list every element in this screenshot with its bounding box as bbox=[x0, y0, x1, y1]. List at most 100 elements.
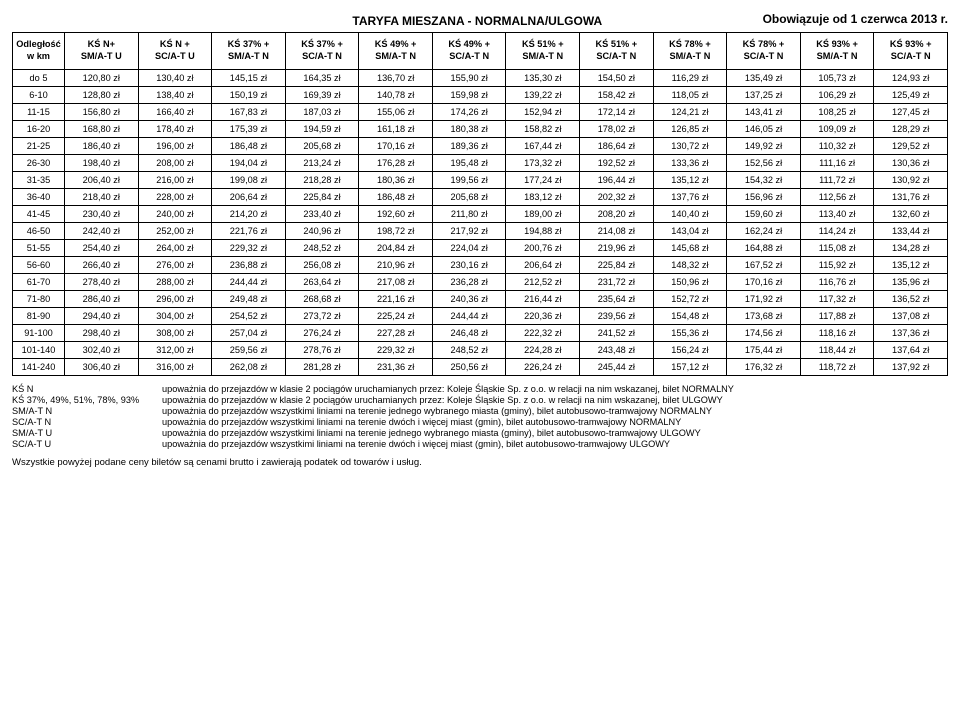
price-cell: 196,00 zł bbox=[138, 137, 212, 154]
price-cell: 150,19 zł bbox=[212, 86, 286, 103]
price-cell: 230,40 zł bbox=[65, 205, 139, 222]
distance-cell: 6-10 bbox=[13, 86, 65, 103]
page-title: TARYFA MIESZANA - NORMALNA/ULGOWA bbox=[192, 12, 763, 28]
price-cell: 137,92 zł bbox=[874, 358, 948, 375]
price-cell: 137,64 zł bbox=[874, 341, 948, 358]
price-cell: 306,40 zł bbox=[65, 358, 139, 375]
col-header-l1: KŚ 51% + bbox=[522, 39, 564, 49]
table-row: 46-50242,40 zł252,00 zł221,76 zł240,96 z… bbox=[13, 222, 948, 239]
price-cell: 118,44 zł bbox=[800, 341, 874, 358]
price-cell: 117,32 zł bbox=[800, 290, 874, 307]
price-cell: 194,59 zł bbox=[285, 120, 359, 137]
price-cell: 217,08 zł bbox=[359, 273, 433, 290]
col-header-distance-l2: w km bbox=[27, 51, 50, 61]
distance-cell: 101-140 bbox=[13, 341, 65, 358]
price-cell: 194,88 zł bbox=[506, 222, 580, 239]
price-cell: 137,36 zł bbox=[874, 324, 948, 341]
price-cell: 155,90 zł bbox=[432, 69, 506, 86]
table-row: 21-25186,40 zł196,00 zł186,48 zł205,68 z… bbox=[13, 137, 948, 154]
col-header-l1: KŚ 37% + bbox=[228, 39, 270, 49]
price-cell: 244,44 zł bbox=[212, 273, 286, 290]
legend-row: KŚ Nupoważnia do przejazdów w klasie 2 p… bbox=[12, 384, 948, 394]
legend-key: SM/A-T U bbox=[12, 428, 162, 438]
price-cell: 240,00 zł bbox=[138, 205, 212, 222]
price-cell: 288,00 zł bbox=[138, 273, 212, 290]
col-header-l2: SC/A-T N bbox=[596, 51, 636, 61]
price-cell: 273,72 zł bbox=[285, 307, 359, 324]
price-cell: 183,12 zł bbox=[506, 188, 580, 205]
price-cell: 120,80 zł bbox=[65, 69, 139, 86]
price-cell: 219,96 zł bbox=[580, 239, 654, 256]
price-cell: 130,36 zł bbox=[874, 154, 948, 171]
legend-key: KŚ N bbox=[12, 384, 162, 394]
price-cell: 212,52 zł bbox=[506, 273, 580, 290]
price-cell: 158,42 zł bbox=[580, 86, 654, 103]
price-cell: 127,45 zł bbox=[874, 103, 948, 120]
legend-key: SM/A-T N bbox=[12, 406, 162, 416]
price-cell: 316,00 zł bbox=[138, 358, 212, 375]
col-header-l1: KŚ 93% + bbox=[816, 39, 858, 49]
price-cell: 109,09 zł bbox=[800, 120, 874, 137]
table-row: do 5120,80 zł130,40 zł145,15 zł164,35 zł… bbox=[13, 69, 948, 86]
table-row: 26-30198,40 zł208,00 zł194,04 zł213,24 z… bbox=[13, 154, 948, 171]
legend-block: KŚ Nupoważnia do przejazdów w klasie 2 p… bbox=[12, 384, 948, 449]
price-cell: 254,52 zł bbox=[212, 307, 286, 324]
price-cell: 111,16 zł bbox=[800, 154, 874, 171]
col-header-l2: SM/A-T N bbox=[522, 51, 563, 61]
col-header-l1: KŚ N+ bbox=[88, 39, 115, 49]
price-cell: 176,32 zł bbox=[727, 358, 801, 375]
col-header-l1: KŚ N + bbox=[160, 39, 190, 49]
price-cell: 113,40 zł bbox=[800, 205, 874, 222]
price-cell: 276,24 zł bbox=[285, 324, 359, 341]
price-cell: 281,28 zł bbox=[285, 358, 359, 375]
price-cell: 116,29 zł bbox=[653, 69, 727, 86]
price-cell: 152,56 zł bbox=[727, 154, 801, 171]
distance-cell: 71-80 bbox=[13, 290, 65, 307]
effective-date: Obowiązuje od 1 czerwca 2013 r. bbox=[763, 12, 948, 26]
distance-cell: 36-40 bbox=[13, 188, 65, 205]
distance-cell: 141-240 bbox=[13, 358, 65, 375]
price-cell: 159,98 zł bbox=[432, 86, 506, 103]
legend-row: SC/A-T Uupoważnia do przejazdów wszystki… bbox=[12, 439, 948, 449]
price-cell: 155,36 zł bbox=[653, 324, 727, 341]
price-cell: 173,32 zł bbox=[506, 154, 580, 171]
price-cell: 192,60 zł bbox=[359, 205, 433, 222]
price-cell: 199,08 zł bbox=[212, 171, 286, 188]
price-cell: 136,52 zł bbox=[874, 290, 948, 307]
price-cell: 115,92 zł bbox=[800, 256, 874, 273]
distance-cell: do 5 bbox=[13, 69, 65, 86]
legend-desc: upoważnia do przejazdów w klasie 2 pocią… bbox=[162, 384, 734, 394]
price-cell: 178,40 zł bbox=[138, 120, 212, 137]
price-cell: 167,52 zł bbox=[727, 256, 801, 273]
price-cell: 248,52 zł bbox=[432, 341, 506, 358]
price-cell: 166,40 zł bbox=[138, 103, 212, 120]
price-cell: 146,05 zł bbox=[727, 120, 801, 137]
price-cell: 226,24 zł bbox=[506, 358, 580, 375]
table-row: 6-10128,80 zł138,40 zł150,19 zł169,39 zł… bbox=[13, 86, 948, 103]
price-cell: 221,76 zł bbox=[212, 222, 286, 239]
price-cell: 125,49 zł bbox=[874, 86, 948, 103]
table-row: 61-70278,40 zł288,00 zł244,44 zł263,64 z… bbox=[13, 273, 948, 290]
price-cell: 206,64 zł bbox=[212, 188, 286, 205]
price-cell: 304,00 zł bbox=[138, 307, 212, 324]
price-cell: 140,78 zł bbox=[359, 86, 433, 103]
col-header-l2: SM/A-T N bbox=[670, 51, 711, 61]
price-cell: 169,39 zł bbox=[285, 86, 359, 103]
price-cell: 218,28 zł bbox=[285, 171, 359, 188]
legend-key: SC/A-T N bbox=[12, 417, 162, 427]
price-cell: 206,40 zł bbox=[65, 171, 139, 188]
price-cell: 172,14 zł bbox=[580, 103, 654, 120]
col-header-l1: KŚ 49% + bbox=[375, 39, 417, 49]
price-cell: 221,16 zł bbox=[359, 290, 433, 307]
distance-cell: 26-30 bbox=[13, 154, 65, 171]
legend-row: SM/A-T Nupoważnia do przejazdów wszystki… bbox=[12, 406, 948, 416]
price-cell: 162,24 zł bbox=[727, 222, 801, 239]
price-cell: 180,36 zł bbox=[359, 171, 433, 188]
price-cell: 245,44 zł bbox=[580, 358, 654, 375]
price-cell: 161,18 zł bbox=[359, 120, 433, 137]
price-cell: 298,40 zł bbox=[65, 324, 139, 341]
price-cell: 133,44 zł bbox=[874, 222, 948, 239]
price-cell: 250,56 zł bbox=[432, 358, 506, 375]
distance-cell: 51-55 bbox=[13, 239, 65, 256]
price-cell: 110,32 zł bbox=[800, 137, 874, 154]
